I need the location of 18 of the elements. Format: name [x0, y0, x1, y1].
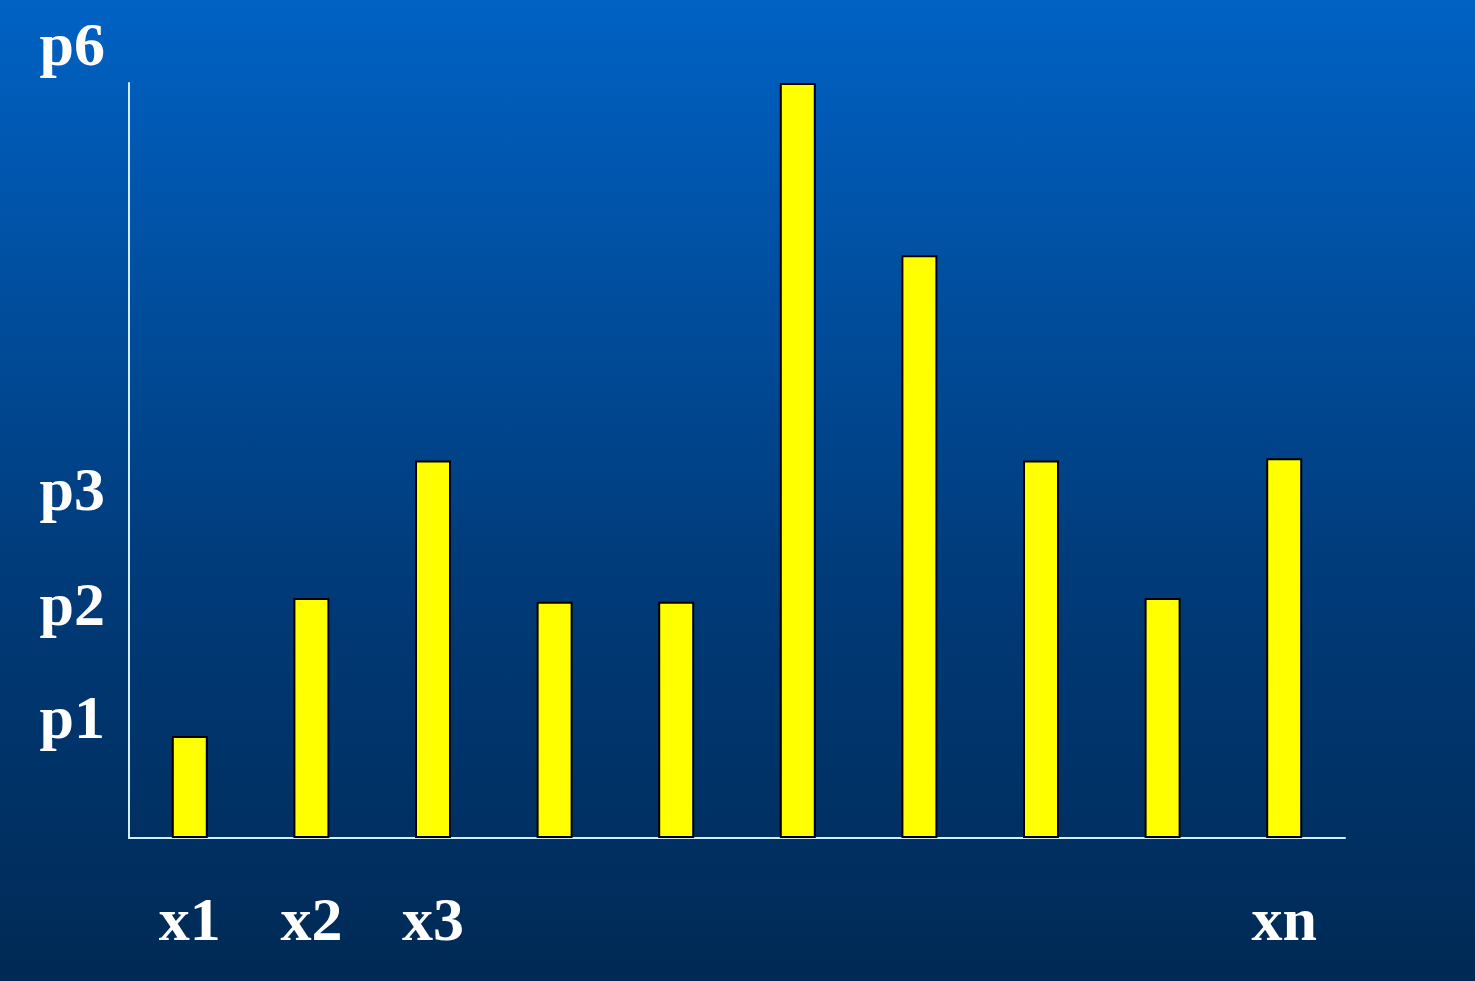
text: p2 — [39, 570, 105, 638]
bar — [1144, 597, 1181, 838]
bar — [1023, 460, 1059, 838]
bar — [293, 597, 330, 838]
text: p6 — [39, 10, 105, 78]
bar — [415, 460, 451, 838]
x-tick-label: x3 — [402, 885, 464, 953]
x-tick-label: xn — [1251, 885, 1317, 953]
text: p1 — [39, 683, 105, 751]
text: p3 — [39, 455, 105, 523]
bar — [1266, 458, 1303, 838]
bar — [901, 255, 938, 838]
bar — [779, 83, 816, 838]
bar — [658, 601, 695, 838]
bar — [536, 601, 573, 838]
bar — [171, 736, 208, 838]
x-tick-label: x2 — [280, 885, 343, 953]
x-tick-label: x1 — [158, 885, 221, 953]
